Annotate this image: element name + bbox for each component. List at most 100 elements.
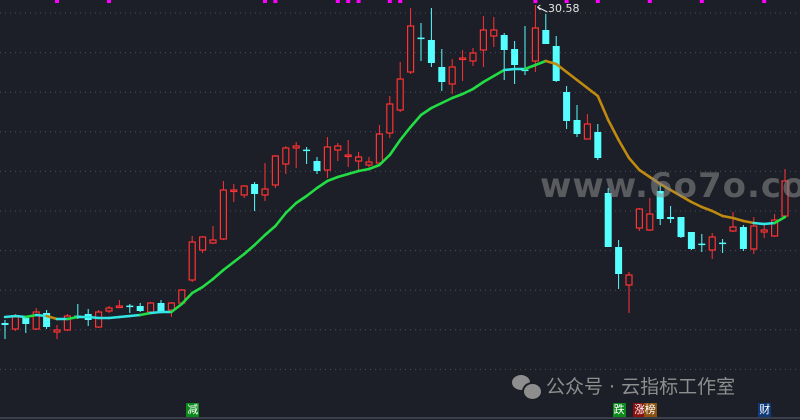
moving-average-segment xyxy=(305,186,319,198)
candle-body xyxy=(209,239,217,244)
candle[interactable] xyxy=(188,236,196,282)
candle[interactable] xyxy=(563,86,571,129)
candle[interactable] xyxy=(313,157,321,174)
candle[interactable] xyxy=(136,303,144,312)
candle[interactable] xyxy=(126,304,134,313)
moving-average-segment xyxy=(450,92,464,100)
high-price-label: 30.58 xyxy=(548,2,580,15)
candle[interactable] xyxy=(32,308,40,330)
candle[interactable] xyxy=(344,140,352,167)
moving-average-segment xyxy=(471,80,485,91)
candle[interactable] xyxy=(729,212,737,232)
candle[interactable] xyxy=(303,147,311,164)
candle-body xyxy=(625,274,633,286)
candle[interactable] xyxy=(105,306,113,313)
candle[interactable] xyxy=(292,142,300,168)
wechat-watermark: 公众号 · 云指标工作室 xyxy=(512,372,735,401)
candle[interactable] xyxy=(167,302,175,317)
candle[interactable] xyxy=(230,184,238,202)
candle[interactable] xyxy=(687,232,695,250)
candle[interactable] xyxy=(365,157,373,167)
candle[interactable] xyxy=(573,105,581,137)
candle[interactable] xyxy=(1,320,9,339)
candle[interactable] xyxy=(448,59,456,94)
candle-body xyxy=(604,193,612,247)
candle[interactable] xyxy=(375,125,383,165)
signal-tag[interactable]: 跌 xyxy=(612,403,626,417)
moving-average-segment xyxy=(419,106,433,117)
candle[interactable] xyxy=(490,17,498,47)
candle[interactable] xyxy=(355,152,363,171)
candle[interactable] xyxy=(407,8,415,74)
candle[interactable] xyxy=(22,316,30,333)
signal-tag[interactable]: 减 xyxy=(186,403,200,417)
signal-tag[interactable]: 榜 xyxy=(643,403,657,417)
candle[interactable] xyxy=(583,114,592,140)
candle[interactable] xyxy=(396,62,404,112)
candle[interactable] xyxy=(656,184,664,225)
candle[interactable] xyxy=(219,181,227,240)
candle[interactable] xyxy=(199,236,207,253)
candle[interactable] xyxy=(708,233,716,259)
moving-average-segment xyxy=(700,205,714,213)
candle[interactable] xyxy=(542,14,550,44)
moving-average-segment xyxy=(357,167,371,173)
candle[interactable] xyxy=(417,23,425,61)
candle[interactable] xyxy=(739,225,747,251)
candle[interactable] xyxy=(511,41,519,84)
candle[interactable] xyxy=(427,8,435,67)
candle-body xyxy=(739,227,747,249)
signal-marker xyxy=(387,0,392,3)
candle[interactable] xyxy=(615,240,623,289)
candle-body xyxy=(760,229,768,233)
candle-body xyxy=(240,185,248,196)
signal-marker xyxy=(595,0,600,3)
candle[interactable] xyxy=(282,146,290,174)
candle[interactable] xyxy=(552,36,560,82)
candle[interactable] xyxy=(323,137,331,178)
candle-body xyxy=(583,123,592,140)
candle[interactable] xyxy=(147,302,155,313)
candle[interactable] xyxy=(63,314,72,331)
candle[interactable] xyxy=(438,49,446,91)
moving-average-segment xyxy=(232,252,246,264)
moving-average-segment xyxy=(638,168,652,179)
candle[interactable] xyxy=(469,48,477,66)
candle[interactable] xyxy=(334,143,342,161)
candle[interactable] xyxy=(531,5,540,72)
candle[interactable] xyxy=(115,300,124,309)
candle[interactable] xyxy=(594,124,602,160)
candle[interactable] xyxy=(646,198,654,231)
candle-body xyxy=(323,146,331,171)
candle[interactable] xyxy=(719,239,727,253)
candle[interactable] xyxy=(240,185,248,198)
candle[interactable] xyxy=(677,217,685,238)
moving-average-segment xyxy=(284,201,298,215)
candle[interactable] xyxy=(770,214,779,237)
candle[interactable] xyxy=(209,226,217,244)
candle[interactable] xyxy=(479,16,487,67)
candle[interactable] xyxy=(53,325,61,339)
candle[interactable] xyxy=(500,33,508,80)
candle[interactable] xyxy=(459,50,467,81)
candle[interactable] xyxy=(251,182,259,211)
candle[interactable] xyxy=(635,208,644,231)
candle[interactable] xyxy=(261,163,269,201)
candle[interactable] xyxy=(667,206,675,223)
candle[interactable] xyxy=(43,310,51,329)
candle[interactable] xyxy=(760,224,768,238)
candle[interactable] xyxy=(521,26,529,75)
candle-body xyxy=(594,132,602,158)
signal-tag[interactable]: 财 xyxy=(758,403,772,417)
moving-average-segment xyxy=(3,314,17,319)
candle[interactable] xyxy=(625,272,633,313)
signal-tag[interactable]: 涨 xyxy=(633,403,647,417)
candle[interactable] xyxy=(271,155,279,188)
candle[interactable] xyxy=(604,188,612,247)
candle-body xyxy=(521,69,529,72)
candle[interactable] xyxy=(698,234,706,252)
candle-body xyxy=(448,66,456,85)
candle[interactable] xyxy=(386,96,394,138)
